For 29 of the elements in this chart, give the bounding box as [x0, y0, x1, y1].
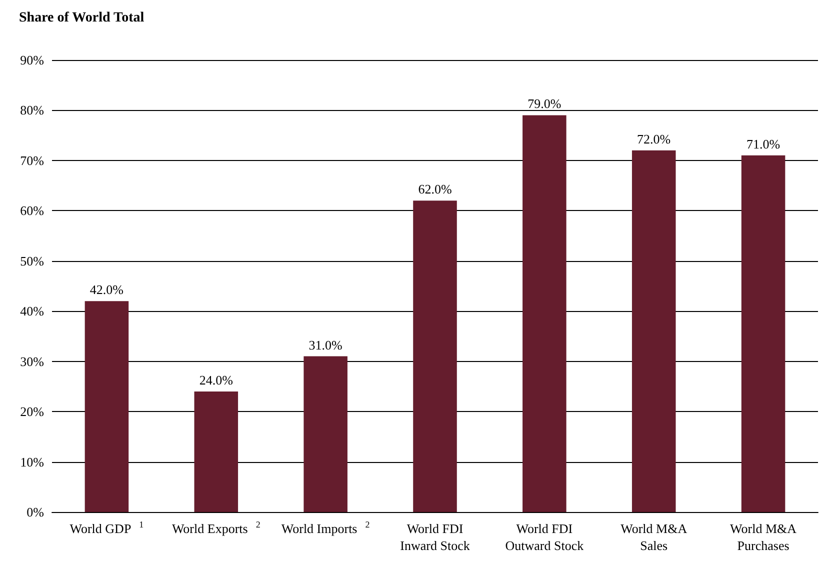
y-tick-label: 20% [20, 404, 44, 420]
data-label: 72.0% [637, 131, 671, 146]
x-tick-label: World M&A Sales [620, 521, 688, 553]
y-tick-label: 60% [20, 203, 44, 218]
y-tick-label: 50% [20, 253, 44, 268]
x-tick-label: World FDI Inward Stock [400, 521, 470, 553]
bar [194, 391, 238, 512]
bar [522, 115, 566, 512]
y-tick-label: 90% [20, 52, 44, 68]
bar [413, 200, 457, 512]
y-tick-label: 0% [26, 504, 44, 520]
x-tick-label: World FDI Outward Stock [505, 521, 584, 553]
data-label: 31.0% [308, 337, 343, 352]
data-label: 24.0% [199, 372, 234, 388]
data-label: 71.0% [746, 136, 780, 152]
y-tick-label: 80% [20, 102, 44, 118]
bar [304, 356, 348, 512]
bar [84, 301, 129, 512]
data-label: 42.0% [90, 282, 124, 298]
y-tick-label: 30% [20, 354, 44, 369]
y-tick-label: 70% [20, 152, 44, 168]
chart-title: Share of World Total [19, 10, 144, 26]
y-tick-label: 10% [20, 454, 44, 470]
bar [741, 155, 786, 512]
y-tick-label: 40% [20, 304, 44, 319]
data-label: 79.0% [528, 96, 562, 112]
x-tick-label: World M&A Purchases [730, 521, 798, 553]
bar [632, 150, 676, 512]
data-label: 62.0% [418, 182, 452, 197]
